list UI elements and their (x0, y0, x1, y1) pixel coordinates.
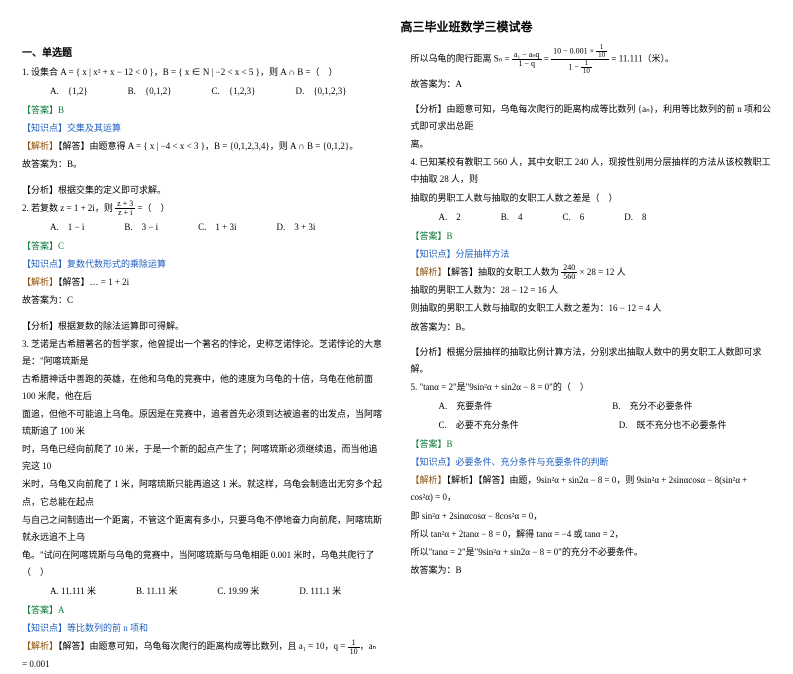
q1-opt-b: B. {0,1,2} (128, 83, 172, 100)
q4-options: A. 2 B. 4 C. 6 D. 8 (411, 209, 772, 226)
q4-l1: 4. 已知某校有教职工 560 人，其中女职工 240 人，现按性别用分层抽样的… (411, 154, 772, 188)
q2-explain: 【解答】… = 1 + 2i (58, 277, 129, 287)
q3-l2: 古希腊神话中善跑的英雄，在他和乌龟的竞赛中，他的速度为乌龟的十倍，乌龟在他前面 … (22, 371, 383, 405)
r-sum-a: 所以乌龟的爬行距离 Sₙ = (411, 54, 512, 64)
q5-explain-label: 【解析】 (411, 475, 447, 485)
r-ana1b: 离。 (411, 136, 772, 153)
eq1: = (544, 54, 551, 64)
q2-explain-label: 【解析】 (22, 277, 58, 287)
content-columns: 一、单选题 1. 设集合 A = { x | x² + x − 12 < 0 }… (22, 43, 771, 674)
sn-frac1: a₁ − aₙq1 − q (512, 51, 542, 68)
q2-answer: 【答案】C (22, 238, 383, 255)
q4-opt-c: C. 6 (563, 209, 585, 226)
q4-opt-a: A. 2 (439, 209, 461, 226)
q5-opt-b: B. 充分不必要条件 (612, 398, 692, 415)
q5-so: 故答案为：B (411, 562, 772, 579)
q5-options-row1: A. 充要条件 B. 充分不必要条件 (411, 398, 772, 415)
q3-options: A. 11.111 米 B. 11.11 米 C. 19.99 米 D. 111… (22, 583, 383, 600)
q5-answer: 【答案】B (411, 436, 772, 453)
q3-l1: 3. 芝诺是古希腊著名的哲学家，他曾提出一个著名的悖论，史称芝诺悖论。芝诺悖论的… (22, 336, 383, 370)
q2-analysis: 【分析】根据复数的除法运算即可得解。 (22, 318, 383, 335)
q2-stem-a: 2. 若复数 z = 1 + 2i，则 (22, 203, 115, 213)
q4-opt-b: B. 4 (501, 209, 523, 226)
r-sum-line: 所以乌龟的爬行距离 Sₙ = a₁ − aₙq1 − q = 10 − 0.00… (411, 44, 772, 75)
q4-e2: 抽取的男职工人数为：28 − 12 = 16 人 (411, 282, 772, 299)
q1-knowledge-point: 【知识点】交集及其运算 (22, 120, 383, 137)
r-sum-b: = 11.111（米）。 (611, 54, 674, 64)
q5-e4: 所以"tanα = 2"是"9sin²α + sin2α − 8 = 0"的充分… (411, 544, 772, 561)
right-column: 所以乌龟的爬行距离 Sₙ = a₁ − aₙq1 − q = 10 − 0.00… (411, 43, 772, 674)
sn-frac2: 10 − 0.001 × 1101 − 110 (551, 44, 609, 75)
q4-explain-label: 【解析】 (411, 267, 447, 277)
q1-so: 故答案为：B。 (22, 156, 383, 173)
q4-analysis: 【分析】根据分层抽样的抽取比例计算方法，分别求出抽取人数中的男女职工人数即可求解… (411, 344, 772, 378)
r-so1: 故答案为：A (411, 76, 772, 93)
q2-opt-c: C. 1 + 3i (198, 219, 236, 236)
q1-options: A. {1,2} B. {0,1,2} C. {1,2,3} D. {0,1,2… (22, 83, 383, 100)
q1-stem: 1. 设集合 A = { x | x² + x − 12 < 0 }，B = {… (22, 64, 383, 81)
q1-opt-c: C. {1,2,3} (212, 83, 256, 100)
q3-opt-c: C. 19.99 米 (217, 583, 259, 600)
q3-l5: 米时，乌龟又向前爬了 1 米，阿喀琉斯只能再追这 1 米。就这样，乌龟会制造出无… (22, 476, 383, 510)
q3-answer: 【答案】A (22, 602, 383, 619)
q1-analysis: 【分析】根据交集的定义即可求解。 (22, 182, 383, 199)
q3-explain: 【解答】由题意可知，乌龟每次爬行的距离构成等比数列，且 a₁ = 10，q = … (22, 641, 376, 668)
q4-so: 故答案为：B。 (411, 319, 772, 336)
q4-answer: 【答案】B (411, 228, 772, 245)
q4-e1: 【解答】抽取的女职工人数为 240560 × 28 = 12 人 (447, 267, 626, 277)
q1-answer: 【答案】B (22, 102, 383, 119)
q3-l4: 时，乌龟已经向前爬了 10 米，于是一个新的起点产生了；阿喀琉斯必须继续追，而当… (22, 441, 383, 475)
q5-e3: 所以 tan²α + 2tanα − 8 = 0，解得 tanα = −4 或 … (411, 526, 772, 543)
q3-l7: 龟。"试问在阿喀琉斯与乌龟的竞赛中，当阿喀琉斯与乌龟相距 0.001 米时，乌龟… (22, 547, 383, 581)
q5-options-row2: C. 必要不充分条件 D. 既不充分也不必要条件 (411, 417, 772, 434)
q5-opt-d: D. 既不充分也不必要条件 (619, 417, 727, 434)
q5-opt-a: A. 充要条件 (439, 398, 493, 415)
q3-l3: 面追，但他不可能追上乌龟。原因是在竞赛中，追者首先必须到达被追者的出发点，当阿喀… (22, 406, 383, 440)
q4-e3: 则抽取的男职工人数与抽取的女职工人数之差为：16 − 12 = 4 人 (411, 300, 772, 317)
q2-opt-d: D. 3 + 3i (277, 219, 316, 236)
exam-title: 高三毕业班数学三模试卷 (162, 18, 771, 35)
q4-opt-d: D. 8 (624, 209, 646, 226)
q3-explain-label: 【解析】 (22, 641, 58, 651)
q5-opt-c: C. 必要不充分条件 (439, 417, 519, 434)
section-header: 一、单选题 (22, 44, 383, 63)
q5-e2: 即 sin²α + 2sinαcosα − 8cos²α = 0， (411, 508, 772, 525)
q1-opt-a: A. {1,2} (50, 83, 88, 100)
q4-l2: 抽取的男职工人数与抽取的女职工人数之差是（ ） (411, 190, 772, 207)
q1-explain: 【解答】由题意得 A = { x | −4 < x < 3 }，B = {0,1… (58, 141, 358, 151)
left-column: 一、单选题 1. 设集合 A = { x | x² + x − 12 < 0 }… (22, 43, 383, 674)
q1-opt-d: D. {0,1,2,3} (295, 83, 346, 100)
q2-fraction: z + 3z + i (115, 200, 135, 217)
q2-opt-a: A. 1 − i (50, 219, 84, 236)
q3-opt-b: B. 11.11 米 (136, 583, 177, 600)
q2-options: A. 1 − i B. 3 − i C. 1 + 3i D. 3 + 3i (22, 219, 383, 236)
q5-stem: 5. "tanα = 2"是"9sin²α + sin2α − 8 = 0"的（… (411, 379, 772, 396)
q3-opt-d: D. 111.1 米 (299, 583, 341, 600)
q3-knowledge-point: 【知识点】等比数列的前 n 项和 (22, 620, 383, 637)
q5-knowledge-point: 【知识点】必要条件、充分条件与充要条件的判断 (411, 454, 772, 471)
r-ana1a: 【分析】由题意可知，乌龟每次爬行的距离构成等比数列 {aₙ}，利用等比数列的前 … (411, 101, 772, 135)
q1-explain-label: 【解析】 (22, 141, 58, 151)
q4-knowledge-point: 【知识点】分层抽样方法 (411, 246, 772, 263)
q3-l6: 与自己之间制造出一个距离，不管这个距离有多小，只要乌龟不停地奋力向前爬，阿喀琉斯… (22, 512, 383, 546)
q2-so: 故答案为：C (22, 292, 383, 309)
q2-knowledge-point: 【知识点】复数代数形式的乘除运算 (22, 256, 383, 273)
q5-e1: 【解析】【解答】由题，9sin²α + sin2α − 8 = 0，则 9sin… (411, 475, 748, 502)
q2-stem-b: =（ ） (137, 203, 169, 213)
q2-opt-b: B. 3 − i (124, 219, 158, 236)
q2-stem: 2. 若复数 z = 1 + 2i，则 z + 3z + i =（ ） (22, 200, 383, 217)
q3-opt-a: A. 11.111 米 (50, 583, 96, 600)
